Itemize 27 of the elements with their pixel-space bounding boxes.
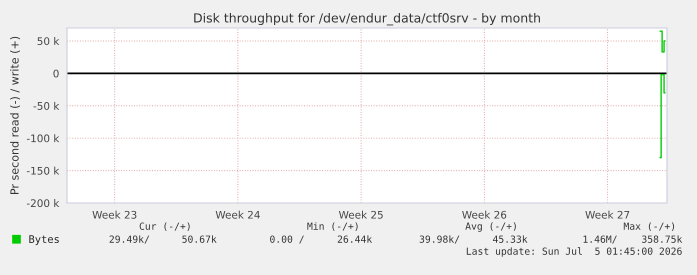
chart-title: Disk throughput for /dev/endur_data/ctf0srv - by month xyxy=(194,12,540,26)
text: 0.00 / xyxy=(270,235,304,244)
text: Last update: Sun Jul 5 01:45:00 2026 xyxy=(466,247,682,257)
y-tick-label: -50 k xyxy=(34,102,60,110)
y-tick-label: -150 k xyxy=(26,166,60,175)
text: 1.46M/ xyxy=(584,235,617,244)
y-tick-label: 50 k xyxy=(38,37,60,46)
x-tick-label: Week 24 xyxy=(216,210,260,219)
x-tick-label: Week 25 xyxy=(338,210,383,219)
text: 29.49k/ xyxy=(110,235,150,244)
x-tick-label: Week 27 xyxy=(585,210,630,219)
text: 358.75k xyxy=(642,235,682,243)
y-tick-label: 0 xyxy=(53,70,59,78)
y-axis-title: Pr second read (-) / write (+) xyxy=(10,36,20,194)
text: 39.98k/ xyxy=(420,235,460,244)
text: 45.33k xyxy=(492,235,528,243)
y-tick-label: -200 k xyxy=(26,199,60,208)
text: Min (-/+) xyxy=(307,222,358,231)
text: Cur (-/+) xyxy=(140,222,190,231)
text: Avg (-/+) xyxy=(465,222,516,232)
x-tick-label: Week 26 xyxy=(462,210,506,219)
x-tick-label: Week 23 xyxy=(92,210,136,219)
y-tick-label: -100 k xyxy=(26,134,60,142)
text: 26.44k xyxy=(338,235,372,243)
text: Max (-/+) xyxy=(624,222,674,231)
legend-label: Bytes xyxy=(29,235,59,246)
text: 50.67k xyxy=(182,235,217,243)
